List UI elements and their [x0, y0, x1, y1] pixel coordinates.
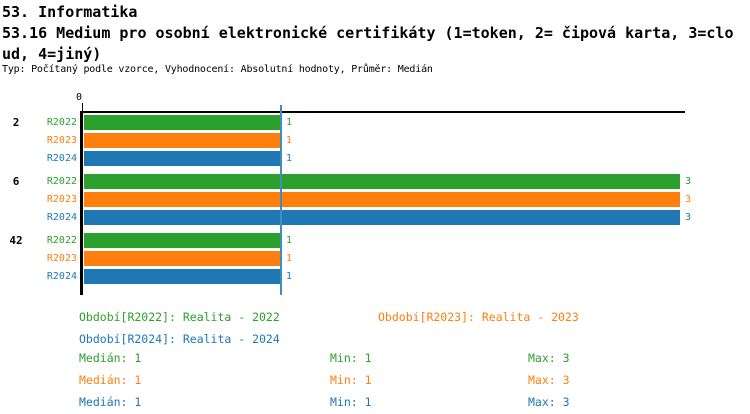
category-label: 2 — [12, 116, 20, 129]
series-row-label: R2022 — [46, 176, 77, 187]
series-row-label: R2023 — [46, 194, 77, 205]
stat-min-r2023: Min: 1 — [330, 373, 372, 387]
bar-value-label: 1 — [286, 253, 293, 264]
chart-area: 0 2 R2022 1 R2023 1 R2024 1 6 R2022 3 R2023 3 R2024 3… — [9, 92, 692, 295]
series-row-label: R2022 — [46, 117, 77, 128]
stat-max-r2023: Max: 3 — [528, 373, 570, 387]
stat-median-r2023: Medián: 1 — [79, 373, 142, 387]
series-row-label: R2023 — [46, 135, 77, 146]
page-title: 53. Informatika — [2, 3, 138, 21]
bar-value-label: 1 — [286, 271, 293, 282]
question-meta: Typ: Počítaný podle vzorce, Vyhodnocení:… — [2, 64, 433, 75]
stat-max-r2022: Max: 3 — [528, 351, 570, 365]
bar — [84, 115, 281, 130]
stat-max-r2024: Max: 3 — [528, 395, 570, 409]
bar-value-label: 1 — [286, 117, 293, 128]
bar — [84, 151, 281, 166]
bar — [84, 192, 680, 207]
question-title-line2: ud, 4=jiný) — [2, 45, 102, 63]
bar — [84, 133, 281, 148]
legend-item-r2024: Období[R2024]: Realita - 2024 — [79, 332, 280, 346]
series-row-label: R2024 — [46, 153, 77, 164]
bar-value-label: 1 — [286, 235, 293, 246]
question-title-line1: 53.16 Medium pro osobní elektronické cer… — [2, 24, 734, 42]
x-axis-line — [82, 111, 685, 113]
legend-item-r2022: Období[R2022]: Realita - 2022 — [79, 310, 280, 324]
series-row-label: R2024 — [46, 271, 77, 282]
median-reference-line — [280, 105, 282, 295]
stat-median-r2022: Medián: 1 — [79, 351, 142, 365]
x-axis-zero-label: 0 — [76, 92, 83, 103]
y-axis-line — [80, 111, 83, 295]
bar — [84, 251, 281, 266]
bar — [84, 174, 680, 189]
x-axis-zero-tick — [82, 103, 83, 112]
stat-min-r2024: Min: 1 — [330, 395, 372, 409]
bar-value-label: 3 — [685, 194, 692, 205]
series-row-label: R2024 — [46, 212, 77, 223]
series-row-label: R2022 — [46, 235, 77, 246]
legend-item-r2023: Období[R2023]: Realita - 2023 — [378, 310, 579, 324]
bar-value-label: 1 — [286, 153, 293, 164]
category-label: 6 — [12, 175, 20, 188]
bar — [84, 233, 281, 248]
bar — [84, 210, 680, 225]
series-row-label: R2023 — [46, 253, 77, 264]
bar-value-label: 3 — [685, 212, 692, 223]
bar-value-label: 1 — [286, 135, 293, 146]
bar-value-label: 3 — [685, 176, 692, 187]
bar — [84, 269, 281, 284]
stat-min-r2022: Min: 1 — [330, 351, 372, 365]
category-label: 42 — [9, 234, 23, 247]
stat-median-r2024: Medián: 1 — [79, 395, 142, 409]
